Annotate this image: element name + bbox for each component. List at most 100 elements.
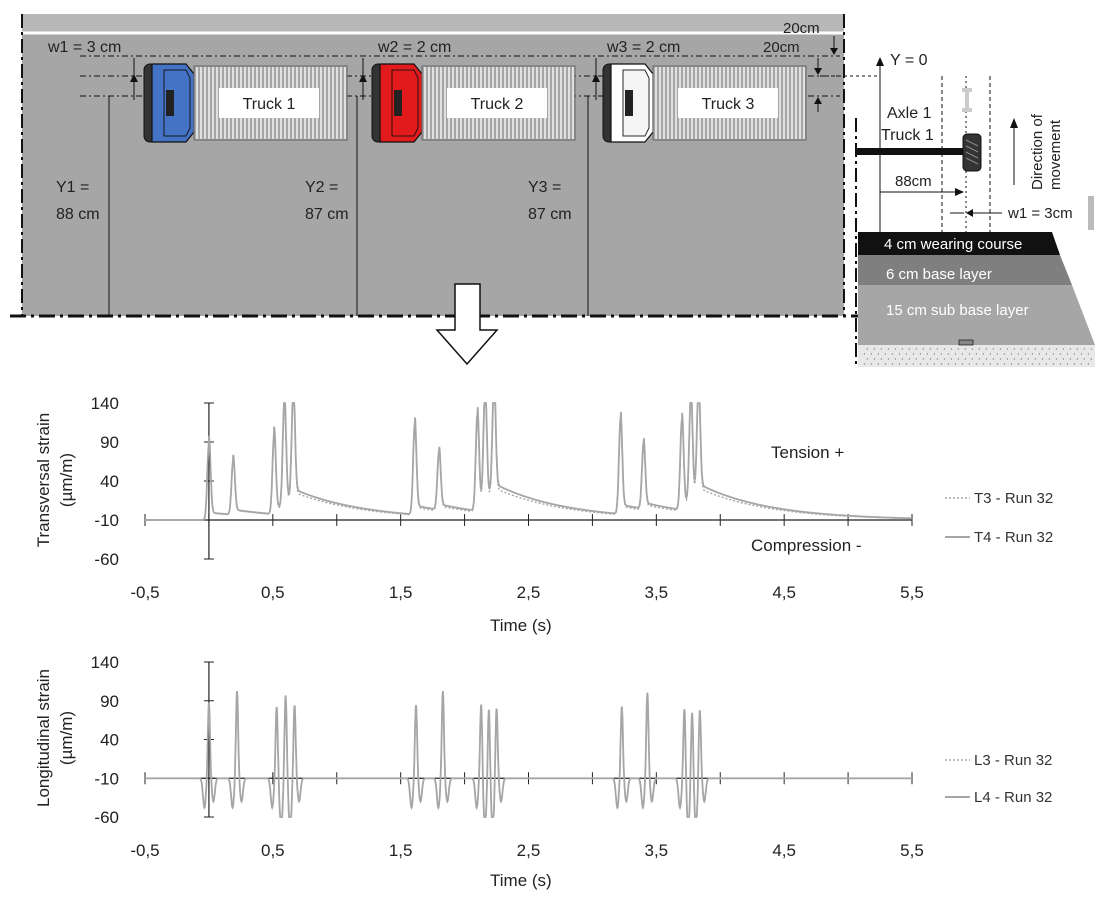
y-tick-label: 40: [100, 731, 119, 750]
y-label-3-b: 87 cm: [528, 206, 572, 223]
x-tick-label: 1,5: [389, 583, 413, 602]
y-zero-label: Y = 0: [890, 52, 928, 69]
layer-wearing-course: [858, 232, 1060, 255]
compression-annotation: Compression -: [751, 536, 862, 555]
down-arrow-icon: [435, 283, 499, 366]
y-label-2-a: Y2 =: [305, 179, 338, 196]
tension-annotation: Tension +: [771, 443, 844, 462]
truck-label-side: Truck 1: [881, 127, 934, 144]
layer-subgrade: [858, 345, 1095, 367]
x-tick-label: -0,5: [130, 583, 159, 602]
dim-label-second: 20cm: [763, 39, 800, 56]
truck-label-1: Truck 1: [243, 96, 296, 113]
y-tick-label: -10: [94, 769, 119, 788]
truck-label-box-1: [219, 88, 319, 118]
trucks-layer: Truck 1 Y1 = 88 cm w1 = 3 cm Truck 2 Y2 = 87 c…: [47, 39, 807, 316]
series-t4-run-32: [145, 402, 912, 521]
truck-label-box-3: [678, 88, 778, 118]
layer-base: [858, 255, 1072, 285]
wheel-tread: [965, 139, 979, 165]
layer-label-3: 15 cm sub base layer: [886, 302, 1029, 319]
truck-label-3: Truck 3: [702, 96, 755, 113]
offset-label-2: w2 = 2 cm: [377, 39, 451, 56]
chart-transversal-ylabel-2: (µm/m): [57, 453, 76, 507]
direction-arrowhead: [1010, 118, 1018, 128]
y-tick-label: -60: [94, 550, 119, 569]
direction-label-2: movement: [1047, 119, 1064, 190]
pavement-edge-strip: [22, 14, 844, 32]
chart-transversal-ylabel-1: Transversal strain: [34, 413, 53, 547]
legend-label-l3: L3 - Run 32: [974, 752, 1052, 769]
x-tick-label: 4,5: [772, 583, 796, 602]
chart-transversal-legend: T3 - Run 32 T4 - Run 32: [945, 490, 1053, 546]
chart-transversal-tick-labels: 140 90 40 -10 -60 -0,5 0,5 1,5 2,5 3,5 4,5 5,5: [91, 394, 924, 602]
x-tick-label: -0,5: [130, 841, 159, 860]
pavement-cross-section: Y = 0 Axle 1 Truck 1 Direction of moveme…: [855, 52, 1095, 368]
w1-arrowhead: [966, 209, 973, 217]
wheel: [962, 133, 982, 172]
subgrade-texture: [863, 348, 1093, 365]
dim-arrowhead-2: [814, 68, 822, 75]
x-tick-label: 2,5: [517, 841, 541, 860]
offset-label-1: w1 = 3 cm: [47, 39, 121, 56]
truck-1: Truck 1 Y1 = 88 cm w1 = 3 cm: [47, 39, 348, 316]
direction-label-1: Direction of: [1029, 113, 1046, 190]
w1-marker: [1088, 196, 1094, 230]
dim-arrowhead-3: [814, 97, 822, 104]
chart-transversal-xlabel: Time (s): [490, 616, 552, 635]
x-tick-label: 3,5: [645, 583, 669, 602]
y-tick-label: 140: [91, 653, 119, 672]
truck-2: Truck 2 Y2 = 87 cm w2 = 2 cm: [305, 39, 576, 316]
x-tick-label: 3,5: [645, 841, 669, 860]
offset-label-3: w3 = 2 cm: [606, 39, 680, 56]
x-tick-label: 5,5: [900, 841, 924, 860]
truck-cab-2: [371, 63, 423, 143]
dim-arrowhead-1: [830, 48, 838, 55]
legend-label-t3: T3 - Run 32: [974, 490, 1053, 507]
w1-label: w1 = 3cm: [1007, 205, 1073, 222]
truck-label-2: Truck 2: [471, 96, 524, 113]
chart-longitudinal: 140 90 40 -10 -60 -0,5 0,5 1,5 2,5 3,5 4,5 5,5 Time…: [34, 653, 1052, 890]
dim-label-top: 20cm: [783, 20, 820, 37]
chart-longitudinal-ylabel-1: Longitudinal strain: [34, 669, 53, 807]
chart-transversal-series: [145, 402, 912, 521]
y0-arrowhead: [876, 57, 884, 66]
y-label-1-a: Y1 =: [56, 179, 89, 196]
x-tick-label: 1,5: [389, 841, 413, 860]
chart-longitudinal-ylabel-2: (µm/m): [57, 711, 76, 765]
chart-longitudinal-series: [145, 691, 912, 818]
y-label-3-a: Y3 =: [528, 179, 561, 196]
sensor-gauge-icon: [962, 88, 972, 112]
x-tick-label: 0,5: [261, 841, 285, 860]
layer-label-2: 6 cm base layer: [886, 266, 992, 283]
truck-label-box-2: [447, 88, 547, 118]
chart-longitudinal-xlabel: Time (s): [490, 871, 552, 890]
truck-cab-3: [602, 63, 654, 143]
y-tick-label: -10: [94, 511, 119, 530]
series-l4-run-32: [145, 691, 912, 818]
axle-label: Axle 1: [887, 105, 932, 122]
y-tick-label: 40: [100, 472, 119, 491]
y-label-1-b: 88 cm: [56, 206, 100, 223]
x-tick-label: 5,5: [900, 583, 924, 602]
chart-longitudinal-tick-labels: 140 90 40 -10 -60 -0,5 0,5 1,5 2,5 3,5 4,5 5,5: [91, 653, 924, 860]
sensor-gauge-bottom: [958, 339, 974, 346]
layer-sub-base: [858, 285, 1095, 345]
distance-label: 88cm: [895, 173, 932, 190]
y-tick-label: 140: [91, 394, 119, 413]
chart-transversal: 140 90 40 -10 -60 -0,5 0,5 1,5 2,5 3,5 4,5 5,5 Time…: [34, 394, 1053, 635]
truck-3: Truck 3 Y3 = 87 cm w3 = 2 cm: [528, 39, 807, 316]
x-tick-label: 2,5: [517, 583, 541, 602]
truck-cab-1: [143, 63, 195, 143]
x-tick-label: 0,5: [261, 583, 285, 602]
pavement-surface: [22, 14, 844, 316]
y-tick-label: -60: [94, 808, 119, 827]
chart-transversal-axes: [144, 402, 913, 560]
y-tick-label: 90: [100, 433, 119, 452]
axle-bar: [856, 148, 964, 155]
series-t3-run-32: [145, 402, 912, 521]
layer-label-1: 4 cm wearing course: [884, 236, 1022, 253]
legend-label-l4: L4 - Run 32: [974, 789, 1052, 806]
